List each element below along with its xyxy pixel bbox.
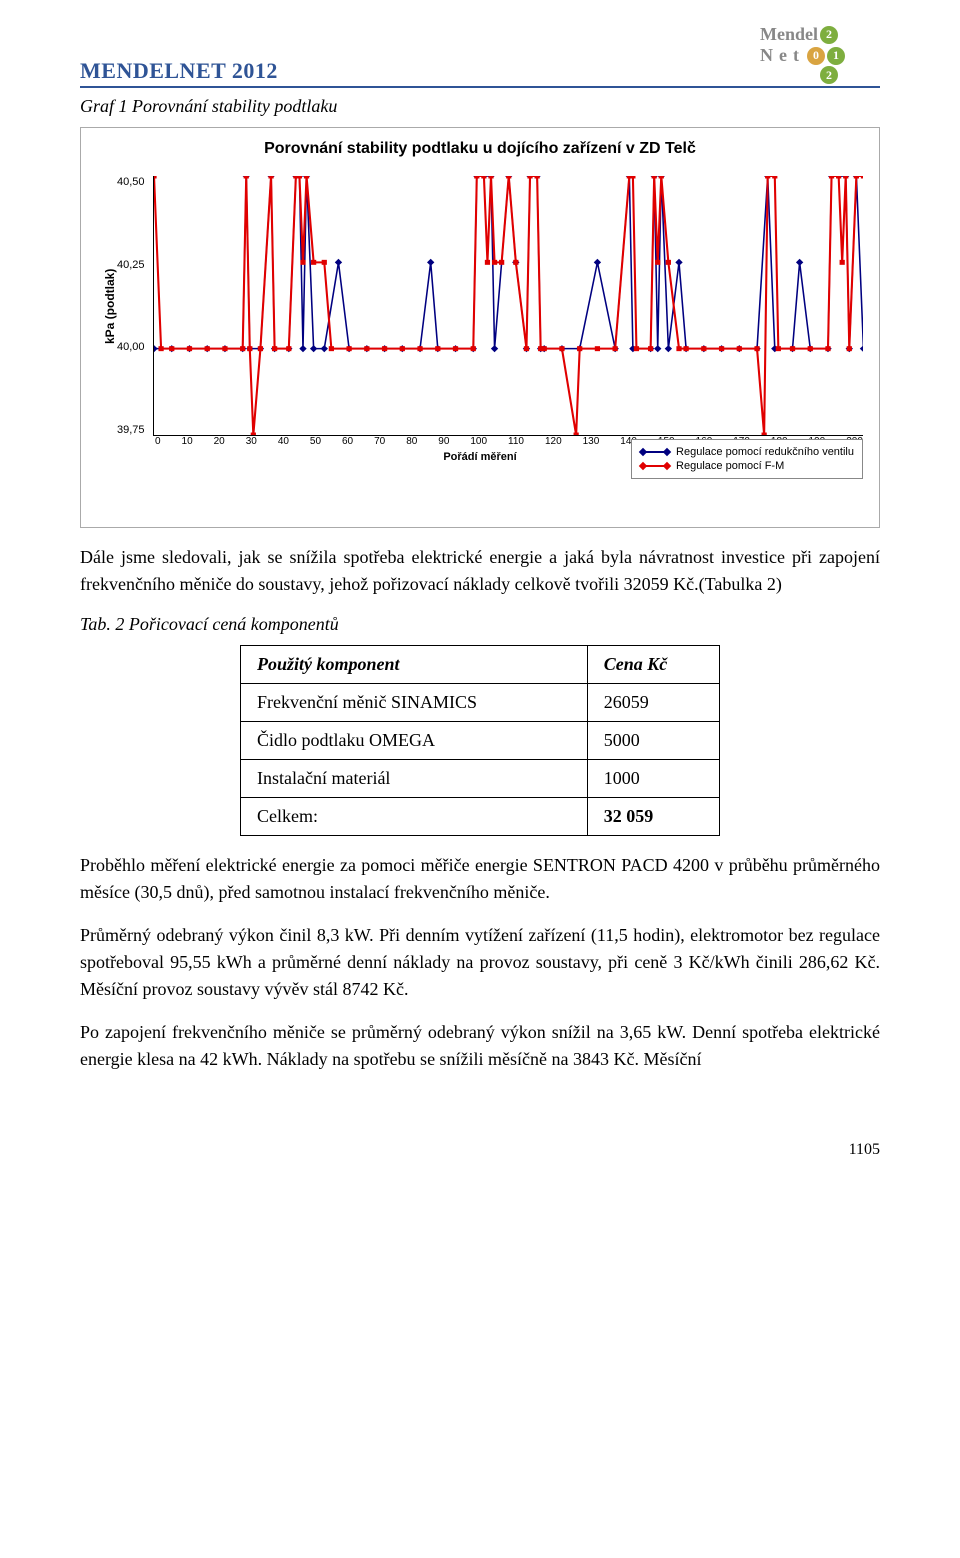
x-tick: 100 [470, 436, 487, 447]
paragraph-after-chart: Dále jsme sledovali, jak se snížila spot… [80, 544, 880, 598]
x-tick: 130 [583, 436, 600, 447]
x-tick: 70 [374, 436, 385, 447]
chart-title: Porovnání stability podtlaku u dojícího … [97, 140, 863, 158]
mendelnet-logo: Mendel 2 Net 0 1 2 [760, 24, 880, 84]
legend-label: Regulace pomocí F-M [676, 460, 784, 472]
y-tick: 40,50 [117, 176, 145, 188]
legend-swatch [640, 451, 670, 453]
y-axis-label: kPa (podtlak) [97, 176, 117, 436]
chart-legend: Regulace pomocí redukčního ventilu Regula… [631, 439, 863, 479]
graf1-caption: Graf 1 Porovnání stability podtlaku [80, 96, 880, 117]
y-tick: 40,00 [117, 341, 145, 353]
chart-plot-area: Regulace pomocí redukčního ventiluRegula… [153, 176, 863, 436]
table-total-row: Celkem:32 059 [241, 798, 720, 836]
logo-ball-2a: 2 [820, 26, 838, 44]
y-tick: 39,75 [117, 424, 145, 436]
table-cell: 32 059 [587, 798, 719, 836]
legend-item: Regulace pomocí redukčního ventilu [640, 446, 854, 458]
logo-ball-2b: 2 [820, 66, 838, 84]
paragraph-3: Průměrný odebraný výkon činil 8,3 kW. Př… [80, 922, 880, 1003]
x-tick: 30 [246, 436, 257, 447]
x-tick: 80 [406, 436, 417, 447]
legend-item: Regulace pomocí F-M [640, 460, 854, 472]
table-row: Frekvenční měnič SINAMICS26059 [241, 684, 720, 722]
tab2-caption: Tab. 2 Pořicovací cená komponentů [80, 614, 880, 635]
table-cell: Frekvenční měnič SINAMICS [241, 684, 588, 722]
x-tick: 0 [155, 436, 161, 447]
table-cell: Instalační materiál [241, 760, 588, 798]
legend-swatch [640, 465, 670, 467]
page-number: 1105 [80, 1141, 880, 1159]
logo-ball-1: 1 [827, 47, 845, 65]
table-cell: 26059 [587, 684, 719, 722]
paragraph-2: Proběhlo měření elektrické energie za po… [80, 852, 880, 906]
logo-ball-0: 0 [807, 47, 825, 65]
paragraph-4: Po zapojení frekvenčního měniče se průmě… [80, 1019, 880, 1073]
header-rule [80, 86, 880, 88]
y-axis-ticks: 40,50 40,25 40,00 39,75 [117, 176, 153, 436]
x-tick: 50 [310, 436, 321, 447]
table-header-cell: Použitý komponent [241, 646, 588, 684]
x-tick: 10 [182, 436, 193, 447]
x-tick: 110 [508, 436, 524, 447]
y-tick: 40,25 [117, 259, 145, 271]
x-tick: 120 [545, 436, 562, 447]
header-title: MENDELNET 2012 [80, 58, 278, 84]
table-cell: 5000 [587, 722, 719, 760]
table-cell: 1000 [587, 760, 719, 798]
x-tick: 60 [342, 436, 353, 447]
table-header-cell: Cena Kč [587, 646, 719, 684]
table-2: Použitý komponentCena Kč Frekvenční měni… [240, 645, 720, 836]
x-tick: 40 [278, 436, 289, 447]
legend-label: Regulace pomocí redukčního ventilu [676, 446, 854, 458]
table-row: Čidlo podtlaku OMEGA5000 [241, 722, 720, 760]
x-tick: 90 [438, 436, 449, 447]
table-cell: Celkem: [241, 798, 588, 836]
table-row: Instalační materiál1000 [241, 760, 720, 798]
table-cell: Čidlo podtlaku OMEGA [241, 722, 588, 760]
x-tick: 20 [214, 436, 225, 447]
chart-container: Porovnání stability podtlaku u dojícího … [80, 127, 880, 528]
page-header: MENDELNET 2012 Mendel 2 Net 0 1 2 [80, 24, 880, 84]
